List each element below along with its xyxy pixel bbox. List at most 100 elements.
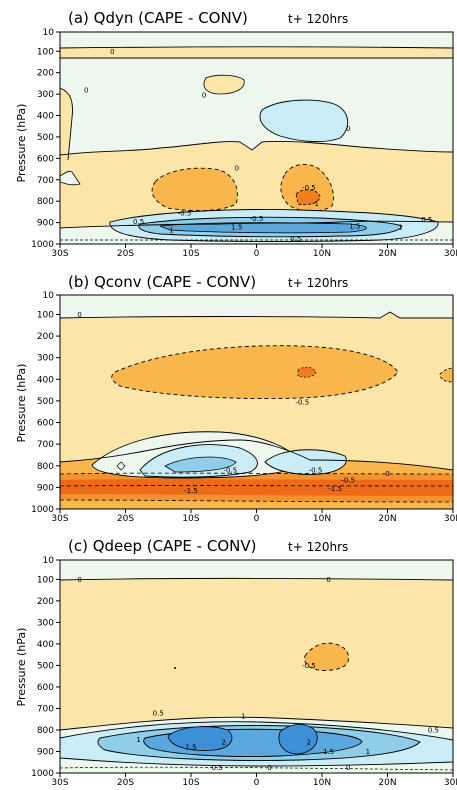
- panel-b-contour-labels: 0-0.5-0.5 -0.5 0-0.5-1.5 -1.5: [77, 311, 389, 495]
- c-ytick-label: 700: [37, 704, 54, 714]
- b-xtick-label: 0: [254, 514, 260, 524]
- c-xtick-label: 10S: [182, 778, 199, 788]
- a-xtick-label: 0: [254, 249, 260, 259]
- panel-a-yellow-band: [60, 141, 453, 228]
- a-contour-label: 0.5: [133, 218, 144, 226]
- c-xtick-label: 20N: [378, 778, 396, 788]
- panel-b-orange-cell-mid: [111, 345, 399, 399]
- panel-b-title: (b) Qconv (CAPE - CONV): [68, 273, 256, 291]
- panel-c-neg-core-left: [167, 726, 233, 751]
- c-contour-label: 0: [326, 576, 330, 584]
- panel-a-title: (a) Qdyn (CAPE - CONV): [68, 9, 248, 27]
- c-ytick-label: 500: [37, 661, 54, 671]
- panel-b-orange-band-2: [60, 479, 453, 496]
- panel-b-orange-cell-edge: [439, 367, 453, 383]
- c-contour-label: 1: [136, 736, 140, 744]
- a-contour-label: 0: [110, 48, 114, 56]
- panel-c-title: (c) Qdeep (CAPE - CONV): [68, 537, 256, 555]
- a-contour-label: 0.5: [290, 235, 301, 243]
- c-xtick-label: 10N: [313, 778, 331, 788]
- panel-b-neg-cell-right: [264, 449, 347, 475]
- a-xtick-label: 10N: [313, 249, 331, 259]
- panel-a-orange-cell-left: [151, 167, 238, 212]
- a-contour-label: 1.5: [349, 222, 360, 230]
- a-ytick-label: 300: [37, 90, 54, 100]
- a-contour-label: -0.5: [302, 184, 316, 192]
- panel-a-positive-cell-upper: [203, 74, 245, 95]
- c-ytick-label: 10: [43, 556, 55, 566]
- b-contour-label: -0.5: [296, 399, 310, 407]
- b-ytick-label: 900: [37, 483, 54, 493]
- a-contour-label: 0: [84, 86, 88, 94]
- a-ytick-label: 600: [37, 154, 54, 164]
- a-contour-label: 1: [398, 223, 402, 231]
- panel-c-time-label: t+ 120hrs: [288, 540, 348, 554]
- c-contour-label: 0.5: [212, 764, 223, 772]
- c-contour-label: 1: [366, 748, 370, 756]
- c-contour-label: 2: [222, 738, 226, 746]
- c-contour-label: 0.5: [428, 726, 439, 734]
- c-xtick-label: 30N: [444, 778, 457, 788]
- panel-b-ylabel: Pressure (hPa): [15, 364, 28, 443]
- c-xtick-label: 30S: [51, 778, 68, 788]
- panel-a: (a) Qdyn (CAPE - CONV) t+ 120hrs Pressur…: [15, 9, 457, 259]
- panel-a-top-band: [60, 48, 453, 58]
- b-ytick-label: 400: [37, 375, 54, 385]
- c-ytick-label: 400: [37, 640, 54, 650]
- c-contour-label: 0: [267, 764, 271, 772]
- a-xtick-label: 20N: [378, 249, 396, 259]
- c-ytick-label: 300: [37, 618, 54, 628]
- panel-b-plot: [59, 294, 454, 510]
- a-ytick-label: 100: [37, 47, 54, 57]
- a-contour-label: 0: [346, 125, 350, 133]
- b-xtick-label: 20N: [378, 514, 396, 524]
- a-contour-label: 1: [169, 227, 173, 235]
- a-ytick-label: 10: [43, 28, 55, 38]
- panel-b-neg-core: [164, 456, 237, 473]
- a-contour-label: -1: [312, 200, 319, 208]
- a-contour-label: 0: [202, 92, 206, 100]
- b-contour-label: -0.5: [223, 467, 237, 475]
- b-contour-label: -0.5: [341, 476, 355, 484]
- b-ytick-label: 100: [37, 310, 54, 320]
- panel-c-plot: [59, 559, 454, 774]
- b-ytick-label: 200: [37, 332, 54, 342]
- a-contour-label: -0.5: [250, 215, 264, 223]
- c-ytick-label: 200: [37, 597, 54, 607]
- b-contour-label: -1.5: [328, 485, 342, 493]
- panel-a-orange-cell-right: [280, 164, 334, 212]
- b-ytick-label: 800: [37, 462, 54, 472]
- b-ytick-label: 600: [37, 419, 54, 429]
- panel-a-time-label: t+ 120hrs: [288, 12, 348, 26]
- panel-a-orange-core: [295, 189, 321, 206]
- b-xtick-label: 20S: [117, 514, 134, 524]
- panel-b-time-label: t+ 120hrs: [288, 276, 348, 290]
- a-ytick-label: 200: [37, 69, 54, 79]
- c-ytick-label: 800: [37, 726, 54, 736]
- b-xtick-label: 10N: [313, 514, 331, 524]
- c-contour-label: 1.5: [185, 744, 196, 752]
- c-contour-label: 0: [77, 576, 81, 584]
- panel-c: (c) Qdeep (CAPE - CONV) t+ 120hrs Pressu…: [15, 537, 457, 788]
- panel-a-notch-left: [60, 170, 81, 186]
- a-contour-label: -0.5: [178, 209, 192, 217]
- panel-c-contour-labels: 0 0 -0.5 0.5 1 0.5 1 1.5 2 2 1.5 1 0.5 0 0: [77, 576, 439, 772]
- b-ytick-label: 700: [37, 440, 54, 450]
- b-contour-label: 0: [77, 311, 81, 319]
- b-ytick-label: 500: [37, 397, 54, 407]
- a-xtick-label: 30N: [444, 249, 457, 259]
- panel-a-plot: [59, 31, 454, 245]
- b-xtick-label: 10S: [182, 514, 199, 524]
- panel-c-neg-core-right: [278, 724, 318, 755]
- b-ytick-label: 1000: [31, 505, 54, 515]
- panel-a-neg-band-1.5: [159, 222, 367, 234]
- a-ytick-label: 500: [37, 133, 54, 143]
- c-xtick-label: 20S: [117, 778, 134, 788]
- panel-b: (b) Qconv (CAPE - CONV) t+ 120hrs Pressu…: [15, 273, 457, 524]
- c-contour-label: 0.5: [153, 709, 164, 717]
- b-ytick-label: 10: [43, 291, 55, 301]
- a-ytick-label: 900: [37, 219, 54, 229]
